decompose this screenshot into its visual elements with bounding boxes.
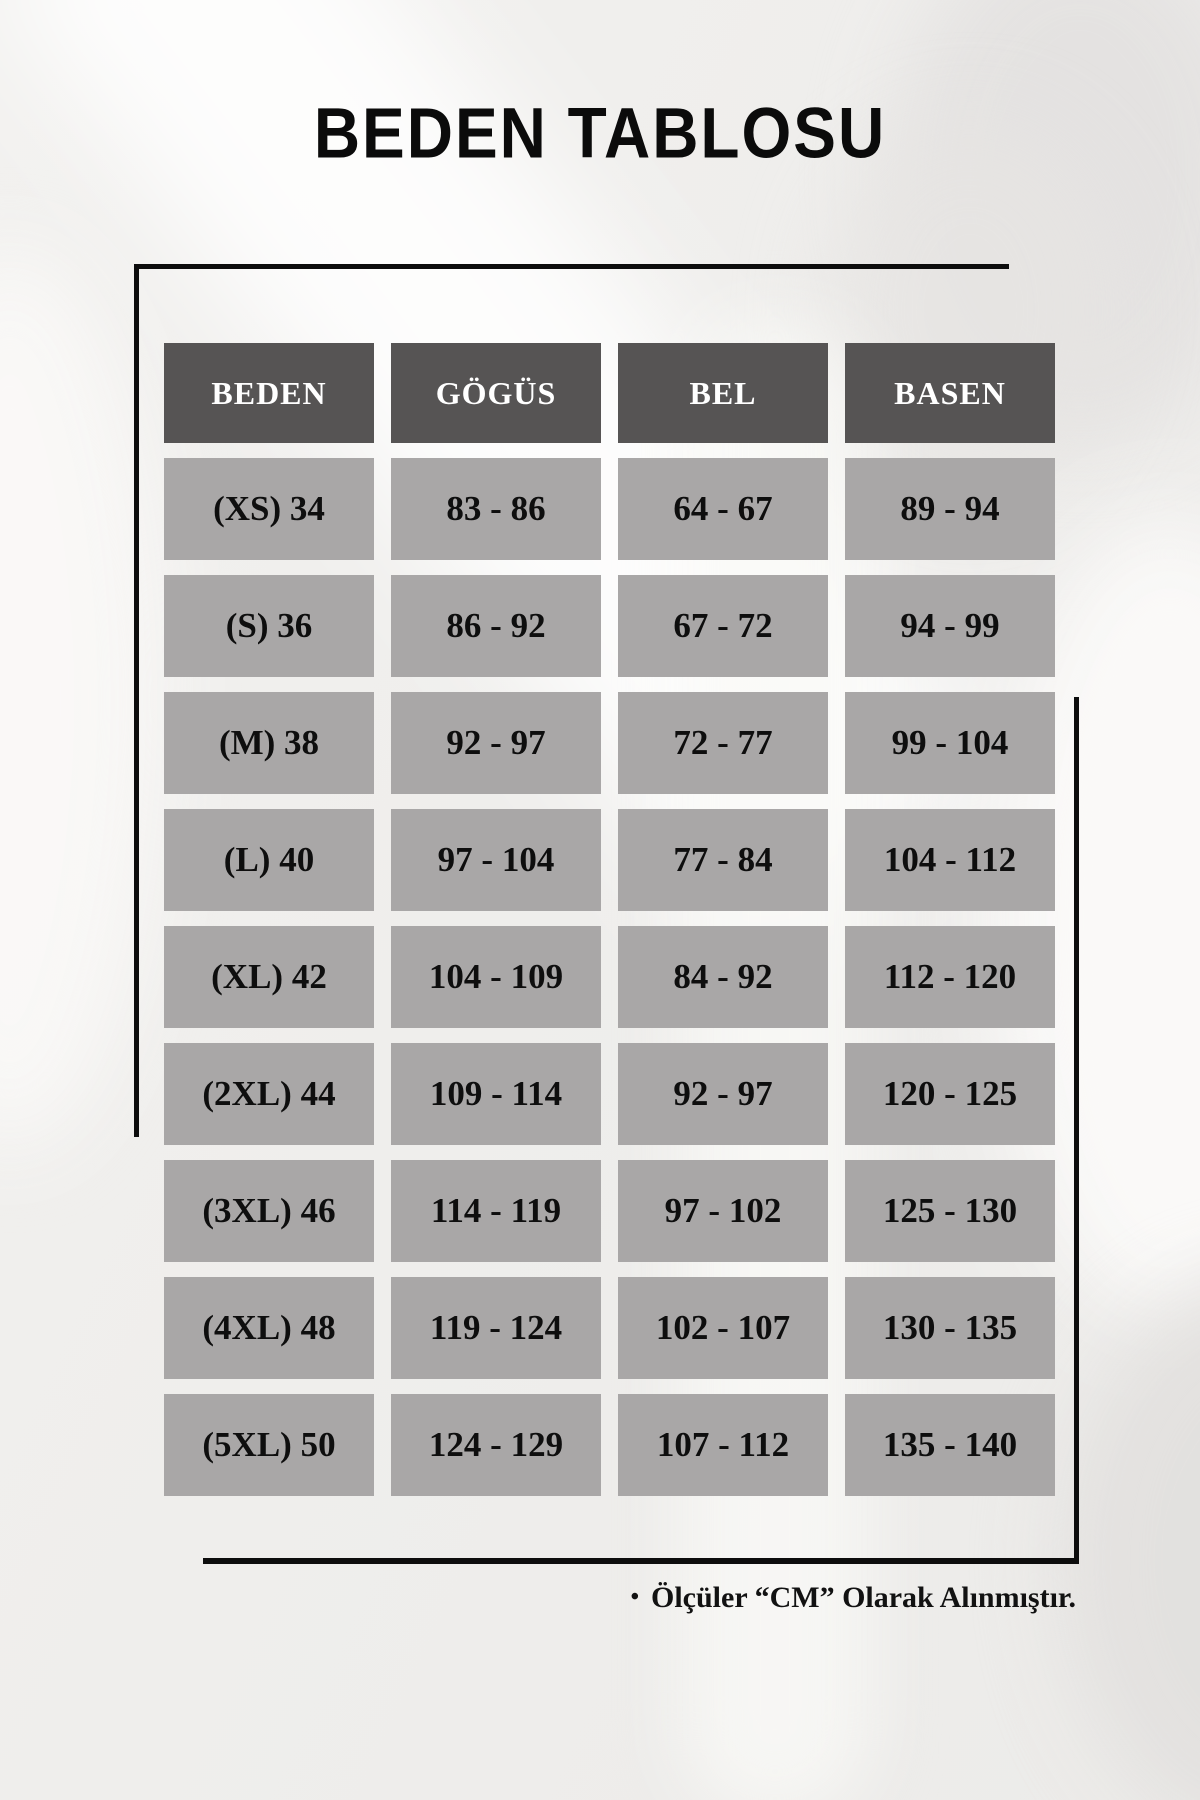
measurement-cell: 107 - 112	[618, 1394, 828, 1496]
page-title: BEDEN TABLOSU	[0, 93, 1200, 174]
measurement-cell: 97 - 102	[618, 1160, 828, 1262]
size-cell: (5XL) 50	[164, 1394, 374, 1496]
measurement-cell: 124 - 129	[391, 1394, 601, 1496]
size-cell: (XL) 42	[164, 926, 374, 1028]
measurement-cell: 77 - 84	[618, 809, 828, 911]
measurement-cell: 67 - 72	[618, 575, 828, 677]
measurement-cell: 114 - 119	[391, 1160, 601, 1262]
column-header: GÖGÜS	[391, 343, 601, 443]
measurement-cell: 104 - 109	[391, 926, 601, 1028]
measurement-cell: 94 - 99	[845, 575, 1055, 677]
size-cell: (M) 38	[164, 692, 374, 794]
bullet-icon: •	[630, 1584, 639, 1610]
measurement-cell: 109 - 114	[391, 1043, 601, 1145]
watermark-silhouette-leg	[1060, 1280, 1200, 1800]
measurement-cell: 119 - 124	[391, 1277, 601, 1379]
measurement-cell: 92 - 97	[618, 1043, 828, 1145]
column-header: BEDEN	[164, 343, 374, 443]
measurement-cell: 125 - 130	[845, 1160, 1055, 1262]
measurement-cell: 84 - 92	[618, 926, 828, 1028]
measurement-cell: 99 - 104	[845, 692, 1055, 794]
footer-note: • Ölçüler “CM” Olarak Alınmıştır.	[631, 1581, 1076, 1615]
measurement-cell: 104 - 112	[845, 809, 1055, 911]
measurement-cell: 89 - 94	[845, 458, 1055, 560]
measurement-cell: 130 - 135	[845, 1277, 1055, 1379]
measurement-cell: 92 - 97	[391, 692, 601, 794]
column-header: BEL	[618, 343, 828, 443]
bracket-top-left-vertical-line	[134, 264, 139, 1137]
measurement-cell: 135 - 140	[845, 1394, 1055, 1496]
bracket-top-left-horizontal-line	[137, 264, 1009, 269]
size-cell: (4XL) 48	[164, 1277, 374, 1379]
measurement-cell: 120 - 125	[845, 1043, 1055, 1145]
column-header: BASEN	[845, 343, 1055, 443]
size-cell: (S) 36	[164, 575, 374, 677]
size-table: BEDEN GÖGÜS BEL BASEN (XS) 34 83 - 86 64 - 67 8…	[164, 343, 1055, 1496]
measurement-cell: 72 - 77	[618, 692, 828, 794]
bracket-bottom-right-horizontal-line	[203, 1558, 1079, 1564]
footer-note-text: Ölçüler “CM” Olarak Alınmıştır.	[651, 1581, 1076, 1614]
measurement-cell: 102 - 107	[618, 1277, 828, 1379]
measurement-cell: 64 - 67	[618, 458, 828, 560]
page-title-text: BEDEN TABLOSU	[313, 92, 887, 174]
size-cell: (2XL) 44	[164, 1043, 374, 1145]
size-cell: (XS) 34	[164, 458, 374, 560]
size-cell: (L) 40	[164, 809, 374, 911]
size-cell: (3XL) 46	[164, 1160, 374, 1262]
measurement-cell: 97 - 104	[391, 809, 601, 911]
measurement-cell: 112 - 120	[845, 926, 1055, 1028]
measurement-cell: 83 - 86	[391, 458, 601, 560]
bracket-bottom-right-vertical-line	[1074, 697, 1079, 1563]
measurement-cell: 86 - 92	[391, 575, 601, 677]
